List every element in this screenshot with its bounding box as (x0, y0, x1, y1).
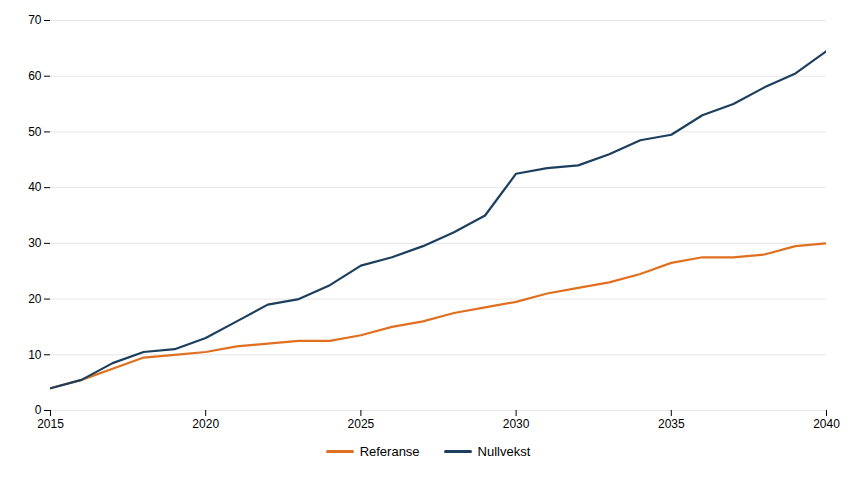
svg-text:2020: 2020 (192, 417, 219, 431)
svg-text:30: 30 (28, 236, 42, 250)
svg-text:2025: 2025 (348, 417, 375, 431)
svg-text:20: 20 (28, 292, 42, 306)
svg-text:40: 40 (28, 180, 42, 194)
html-text:Nullvekst: Nullvekst (477, 444, 531, 459)
svg-text:2035: 2035 (658, 417, 685, 431)
svg-text:0: 0 (35, 403, 42, 417)
svg-text:60: 60 (28, 69, 42, 83)
svg-text:70: 70 (28, 13, 42, 27)
svg-text:2040: 2040 (813, 417, 840, 431)
html-text:Referanse: Referanse (359, 444, 420, 459)
svg-text:10: 10 (28, 348, 42, 362)
svg-text:2030: 2030 (503, 417, 530, 431)
svg-text:2015: 2015 (37, 417, 64, 431)
svg-text:50: 50 (28, 125, 42, 139)
